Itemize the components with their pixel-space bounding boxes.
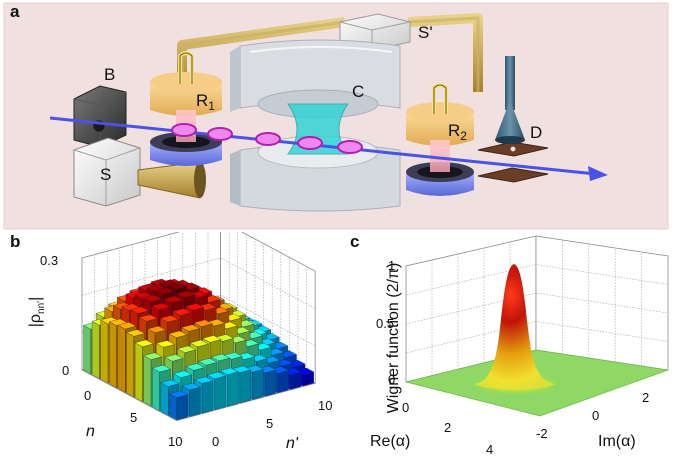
panel-c-ztick-05: 0.5 <box>376 316 394 331</box>
panel-c-retick-4: 4 <box>486 442 493 457</box>
panel-c-imtick-0: 0 <box>592 408 599 423</box>
panel-b-bars <box>83 278 315 421</box>
ramsey-zone-r2 <box>406 83 474 172</box>
label-b: B <box>104 65 115 84</box>
panel-b-zlabel: |ρnn'| <box>27 297 47 327</box>
cavity-c <box>230 39 401 212</box>
panel-a-schematic: B S S' R1 C R2 D <box>3 2 669 230</box>
panel-c-z-gridline <box>405 264 669 296</box>
beam-arrowhead <box>588 166 608 181</box>
r2-lower-cylinder <box>406 162 474 196</box>
panel-c-label: c <box>350 232 360 251</box>
panel-b-ntick-5: 5 <box>130 410 137 425</box>
detector-d <box>477 56 549 183</box>
panel-c-back-wall-right <box>535 235 669 371</box>
panel-c-zlabel: Wigner function (2/π) <box>385 263 402 414</box>
atoms <box>171 123 363 154</box>
panel-b-n-label: n <box>86 423 95 440</box>
label-s: S <box>100 165 111 184</box>
panel-b-ntick-0: 0 <box>84 388 91 403</box>
panel-b-nptick-10: 10 <box>318 398 332 413</box>
panel-c-grid <box>405 235 669 383</box>
panel-c-z-gridline <box>405 321 669 354</box>
panel-c-wigner-surface: Wigner function (2/π) 1 0.5 0 0 2 4 Re(α… <box>370 235 669 457</box>
panel-c-z-gridline <box>405 292 669 325</box>
atom-oven-b <box>73 85 127 148</box>
label-c: C <box>352 82 364 101</box>
panel-c-retick-0: 0 <box>402 400 409 415</box>
bar-n10-np0 <box>169 390 189 421</box>
panel-b-3d-bars: |ρnn'| 0.3 0 0 5 10 n 0 5 10 n' <box>27 232 332 452</box>
label-d: D <box>530 123 542 142</box>
panel-c-retick-2: 2 <box>444 420 451 435</box>
panel-c-im-label: Im(α) <box>598 433 636 450</box>
panel-c-ztick-1: 1 <box>388 258 395 273</box>
panel-b-nptick-5: 5 <box>266 416 273 431</box>
atomic-beam <box>49 116 597 176</box>
panel-b-ztick-max: 0.3 <box>40 253 58 268</box>
panel-b-ztick-0: 0 <box>62 363 69 378</box>
wigner-peak <box>474 264 556 390</box>
panel-c-re-label: Re(α) <box>370 433 410 450</box>
panel-b-ntick-10: 10 <box>168 434 182 449</box>
label-r1: R1 <box>196 91 215 113</box>
panel-a-label: a <box>10 2 20 21</box>
label-r2: R2 <box>448 121 467 143</box>
panel-b-nprime-label: n' <box>286 435 299 452</box>
panel-b-nptick-0: 0 <box>212 434 219 449</box>
panel-b-label: b <box>10 232 21 251</box>
source-s <box>73 137 141 207</box>
panel-c-imtick-m2: -2 <box>536 426 548 441</box>
panel-c-imtick-2: 2 <box>642 390 649 405</box>
panel-c-ztick-0: 0 <box>388 372 395 387</box>
label-s-prime: S' <box>418 23 433 42</box>
